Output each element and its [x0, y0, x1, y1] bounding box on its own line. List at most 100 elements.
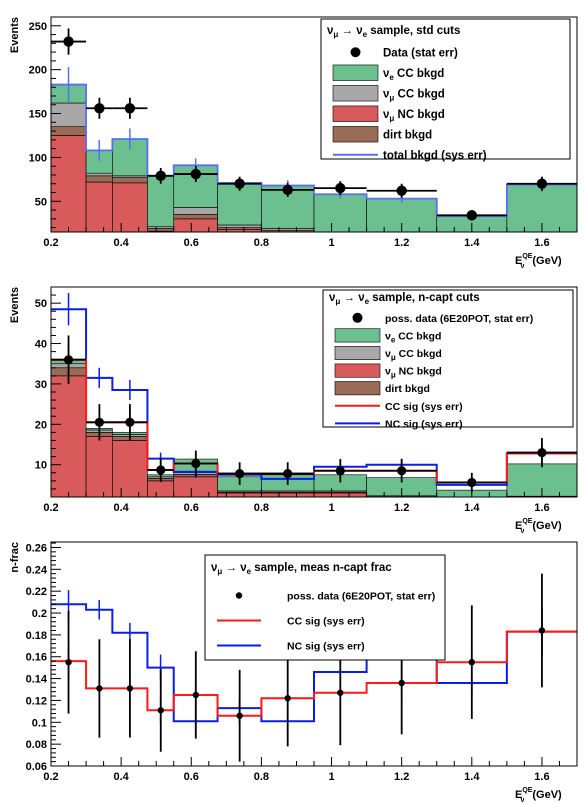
y-tick-label: 50 — [35, 196, 47, 208]
x-tick-label: 1.4 — [464, 502, 480, 514]
y-tick-label: 200 — [29, 65, 47, 77]
legend-label-dirt-bkgd: dirt bkgd — [383, 129, 432, 141]
y-tick-label: 0.1 — [32, 717, 47, 729]
x-tick-label: 1.4 — [464, 237, 480, 249]
data-point-0 — [63, 36, 74, 47]
data-point-0 — [63, 355, 74, 365]
x-axis-label: EQE ν (GeV) — [515, 253, 562, 270]
data-point-9 — [468, 658, 475, 666]
x-tick-label: 0.6 — [184, 771, 199, 783]
x-tick-label: 0.2 — [43, 771, 58, 783]
stack-bar-0-0 — [51, 135, 87, 232]
stack-bar-0-3 — [147, 480, 175, 497]
stack-bar-2-5 — [217, 224, 262, 228]
data-point-3 — [156, 465, 166, 475]
data-point-10 — [538, 627, 546, 634]
legend-symbol-box — [334, 363, 381, 378]
legend-label-poss-data-e-pot-stat-err-: poss. data (6E20POT, stat err) — [385, 313, 533, 325]
legend-label--: νe CC bkgd — [385, 330, 441, 344]
data-point-1 — [94, 417, 104, 427]
x-axis-label: EQE ν (GeV) — [515, 518, 562, 535]
y-tick-label: 0.12 — [26, 695, 47, 707]
x-tick-label: 0.2 — [43, 502, 58, 514]
x-tick-label: 0.8 — [254, 237, 269, 249]
stack-bar-0-4 — [173, 218, 218, 232]
data-point-7 — [335, 466, 345, 476]
data-point-6 — [282, 184, 293, 196]
stack-bar-1-3 — [147, 228, 175, 232]
y-tick-label: 0.16 — [26, 652, 47, 664]
legend: νμ → νe sample, std cuts Data (stat err) ν… — [320, 18, 571, 162]
legend-box — [204, 554, 446, 661]
stack-bar-0-5 — [217, 492, 262, 497]
panel-n-frac: 0.2 0.4 0.6 0.8 1 1.2 1.4 1.6 0.06 0.08 0.1 0.12 0.1… — [9, 541, 578, 804]
data-point-5 — [234, 178, 245, 189]
legend-symbol-box — [332, 85, 379, 102]
legend-label--: νμ CC bkgd — [385, 348, 442, 362]
y-axis-label: Events — [9, 17, 21, 53]
legend-label-nc-sig-sys-err-: NC sig (sys err) — [385, 418, 463, 430]
stack-bar-3-7 — [313, 193, 367, 232]
data-point-5 — [236, 712, 243, 719]
legend-label-cc-sig-sys-err-: CC sig (sys err) — [287, 616, 365, 628]
y-axis-label: n-frac — [9, 542, 21, 573]
legend-label-data-stat-err-: Data (stat err) — [383, 47, 458, 59]
x-axis-label: EQE ν (GeV) — [515, 787, 562, 804]
legend-symbol-data — [352, 312, 363, 323]
data-point-10 — [537, 447, 547, 458]
data-point-5 — [235, 468, 245, 479]
legend-label-cc-sig-sys-err-: CC sig (sys err) — [385, 401, 463, 413]
data-point-4 — [190, 168, 202, 180]
x-tick-label: 1 — [328, 771, 334, 783]
x-tick-label: 1.2 — [394, 237, 409, 249]
legend-label--: νμ NC bkgd — [383, 109, 445, 123]
data-point-4 — [191, 458, 201, 469]
data-point-8 — [396, 185, 407, 196]
legend-label--: νe CC bkgd — [383, 68, 444, 82]
x-tick-label: 1 — [328, 502, 334, 514]
x-tick-label: 0.8 — [254, 502, 269, 514]
data-point-6 — [284, 695, 291, 702]
data-point-0 — [65, 658, 72, 666]
legend-title: νμ → νe sample, meas n-capt frac — [211, 562, 392, 576]
stack-bar-1-1 — [85, 175, 113, 183]
cc-sig-line — [51, 630, 577, 717]
legend-label-poss-data-e-pot-stat-err-: poss. data (6E20POT, stat err) — [287, 591, 435, 603]
y-tick-label: 150 — [29, 109, 47, 121]
legend-symbol-data — [350, 47, 361, 58]
data-point-7 — [337, 689, 344, 696]
y-tick-label: 0.08 — [26, 739, 47, 751]
legend-label-total-bkgd-sys-err-: total bkgd (sys err) — [383, 150, 487, 162]
x-tick-label: 1.6 — [534, 237, 549, 249]
legend-symbol-box — [334, 381, 381, 396]
stack-bar-1-2 — [112, 177, 148, 184]
stack-bar-2-1 — [85, 172, 113, 177]
legend-label--: νμ CC bkgd — [383, 88, 445, 102]
x-tick-label: 1.6 — [534, 502, 549, 514]
data-point-3 — [155, 170, 166, 182]
stack-bar-1-0 — [51, 126, 87, 136]
y-tick-label: 0.06 — [26, 761, 47, 773]
y-tick-label: 0.24 — [26, 564, 48, 576]
y-tick-label: 10 — [35, 460, 47, 472]
y-tick-label: 30 — [35, 379, 47, 391]
data-point-8 — [398, 679, 405, 687]
stack-bar-0-6 — [261, 492, 315, 497]
data-point-2 — [124, 103, 136, 114]
legend: νμ → νe sample, n-capt cuts poss. data (6… — [322, 289, 574, 430]
legend-symbol-box — [332, 64, 379, 81]
legend-symbol-box — [334, 328, 381, 343]
stack-bar-0-7 — [313, 492, 367, 497]
data-point-3 — [157, 707, 164, 714]
data-point-1 — [96, 685, 103, 692]
y-tick-label: 40 — [35, 339, 47, 351]
legend: νμ → νe sample, meas n-capt frac poss. da… — [204, 554, 446, 661]
data-point-10 — [536, 178, 548, 189]
x-tick-label: 1.2 — [394, 502, 409, 514]
x-tick-label: 0.4 — [113, 237, 129, 249]
stack-bar-0-2 — [112, 440, 148, 497]
data-point-1 — [94, 103, 105, 114]
data-point-2 — [126, 685, 134, 692]
legend-label-nc-sig-sys-err-: NC sig (sys err) — [287, 641, 365, 653]
